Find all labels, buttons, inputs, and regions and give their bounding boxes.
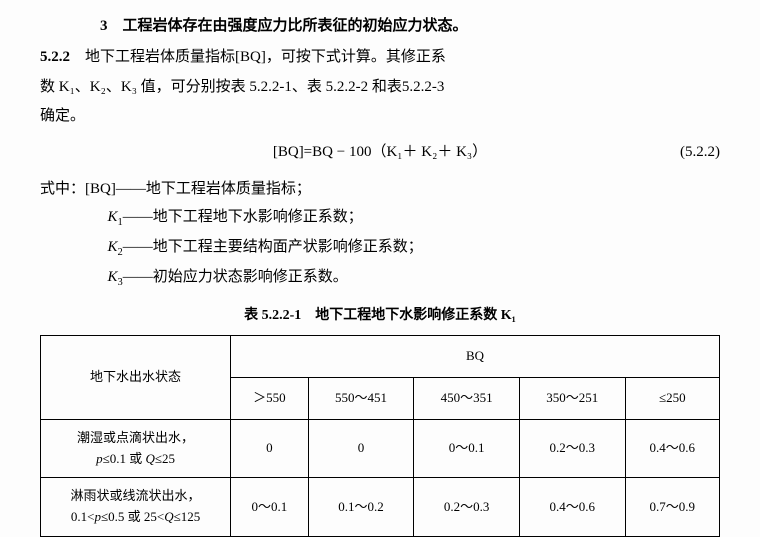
col-0: ＞550 [231,378,309,420]
table-k1: 地下水出水状态 BQ ＞550 550～451 450～351 350～251 … [40,335,720,537]
row1-c2: 0.2～0.3 [414,478,520,537]
formula-block: [BQ]=BQ − 100（K₁＋ K₂＋ K₃） (5.2.2) [40,138,720,167]
formula-num: (5.2.2) [680,138,720,167]
table-row: 潮湿或点滴状出水，p≤0.1 或 Q≤25 0 0 0～0.1 0.2～0.3 … [41,419,720,478]
table-caption: 表 5.2.2-1 地下工程地下水影响修正系数 K₁ [40,303,720,330]
formula-expr: [BQ]=BQ − 100（K₁＋ K₂＋ K₃） [273,144,487,160]
row0-c1: 0 [308,419,414,478]
def-head: 式中：[BQ]——地下工程岩体质量指标； [40,175,720,204]
row0-label: 潮湿或点滴状出水，p≤0.1 或 Q≤25 [41,419,231,478]
item-3-text: 3 工程岩体存在由强度应力比所表征的初始应力状态。 [100,18,468,34]
row0-c2: 0～0.1 [414,419,520,478]
th-bq: BQ [231,336,720,378]
table-header-row1: 地下水出水状态 BQ [41,336,720,378]
def-k2: ——地下工程主要结构面产状影响修正系数； [123,239,423,255]
col-4: ≤250 [625,378,719,420]
para-line3: 确定。 [40,102,720,131]
th-state: 地下水出水状态 [41,336,231,419]
row1-c3: 0.4～0.6 [519,478,625,537]
col-2: 450～351 [414,378,520,420]
row1-label: 淋雨状或线流状出水，0.1<p≤0.5 或 25<Q≤125 [41,478,231,537]
col-3: 350～251 [519,378,625,420]
table-row: 淋雨状或线流状出水，0.1<p≤0.5 或 25<Q≤125 0～0.1 0.1… [41,478,720,537]
row1-c1: 0.1～0.2 [308,478,414,537]
row0-c4: 0.4～0.6 [625,419,719,478]
def-k3: ——初始应力状态影响修正系数。 [123,269,348,285]
sec-text: 地下工程岩体质量指标[BQ]，可按下式计算。其修正系 [70,49,446,65]
row0-c3: 0.2～0.3 [519,419,625,478]
def-k1: ——地下工程地下水影响修正系数； [123,209,363,225]
para-line2: 数 K₁、K₂、K₃ 值，可分别按表 5.2.2-1、表 5.2.2-2 和表5… [40,73,720,102]
item-3: 3 工程岩体存在由强度应力比所表征的初始应力状态。 [40,12,720,41]
col-1: 550～451 [308,378,414,420]
row0-c0: 0 [231,419,309,478]
row1-c4: 0.7～0.9 [625,478,719,537]
row1-c0: 0～0.1 [231,478,309,537]
defs: 式中：[BQ]——地下工程岩体质量指标； K1——地下工程地下水影响修正系数； … [40,175,720,293]
sec-num: 5.2.2 [40,49,70,65]
section-5-2-2: 5.2.2 地下工程岩体质量指标[BQ]，可按下式计算。其修正系 [40,43,720,72]
